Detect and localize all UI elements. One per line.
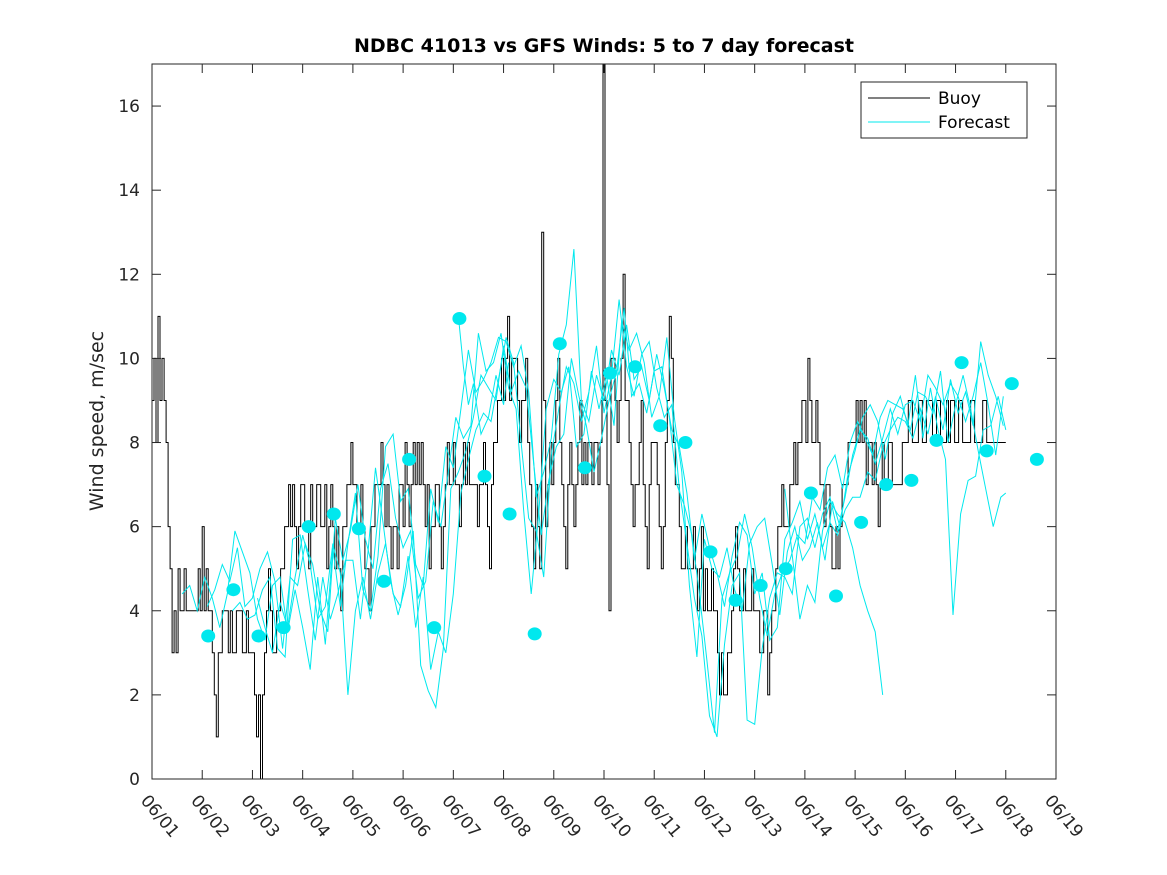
forecast-marker-7 <box>377 574 391 588</box>
forecast-marker-11 <box>477 469 492 483</box>
forecast-marker-15 <box>577 461 592 475</box>
forecast-marker-8 <box>402 452 417 466</box>
forecast-marker-26 <box>854 515 869 529</box>
forecast-marker-28 <box>904 473 919 487</box>
series-layer <box>152 63 1044 780</box>
forecast-marker-17 <box>628 360 643 374</box>
forecast-marker-25 <box>829 589 843 603</box>
y-tick-label: 2 <box>129 686 140 706</box>
forecast-marker-0 <box>201 629 216 643</box>
forecast-marker-16 <box>603 366 617 380</box>
buoy-series-line <box>152 63 1006 780</box>
legend: Buoy Forecast <box>860 81 1028 139</box>
forecast-marker-9 <box>427 621 442 635</box>
y-tick-label: 0 <box>129 770 140 790</box>
y-axis-label: Wind speed, m/sec <box>86 331 108 511</box>
forecast-marker-29 <box>929 433 944 447</box>
forecast-marker-22 <box>753 579 768 592</box>
forecast-series-line-1 <box>181 249 1004 670</box>
legend-box <box>860 81 1028 139</box>
forecast-marker-18 <box>653 419 668 433</box>
forecast-marker-24 <box>803 486 818 500</box>
forecast-marker-1 <box>226 583 241 597</box>
forecast-marker-14 <box>552 337 567 351</box>
legend-forecast-label: Forecast <box>938 113 1010 133</box>
forecast-marker-20 <box>703 545 718 559</box>
forecast-marker-33 <box>1029 452 1044 466</box>
y-tick-label: 12 <box>118 265 140 285</box>
forecast-marker-4 <box>301 520 316 534</box>
forecast-marker-3 <box>276 621 291 635</box>
forecast-series-line-3 <box>232 307 1007 733</box>
y-tick-label: 10 <box>118 349 140 369</box>
y-tick-label: 14 <box>118 181 140 201</box>
forecast-marker-30 <box>954 356 969 370</box>
y-tick-label: 4 <box>129 602 140 622</box>
forecast-marker-6 <box>351 522 366 536</box>
y-tick-label: 6 <box>129 518 140 538</box>
forecast-marker-27 <box>879 478 894 492</box>
forecast-series-line-4 <box>257 299 1004 738</box>
forecast-marker-2 <box>251 629 266 643</box>
forecast-marker-19 <box>678 436 693 449</box>
forecast-marker-13 <box>527 627 542 641</box>
chart-title: NDBC 41013 vs GFS Winds: 5 to 7 day fore… <box>354 35 854 57</box>
y-tick-label: 16 <box>118 97 140 117</box>
forecast-marker-10 <box>452 312 467 325</box>
forecast-marker-5 <box>326 507 341 521</box>
forecast-marker-32 <box>1004 377 1019 391</box>
y-tick-label: 8 <box>129 434 140 454</box>
forecast-marker-23 <box>778 562 793 576</box>
forecast-marker-31 <box>979 444 994 458</box>
forecast-series-line-5 <box>457 316 510 436</box>
forecast-series-line-6 <box>784 488 884 695</box>
legend-buoy-label: Buoy <box>938 89 981 109</box>
forecast-marker-21 <box>728 593 743 607</box>
forecast-marker-12 <box>502 507 517 521</box>
